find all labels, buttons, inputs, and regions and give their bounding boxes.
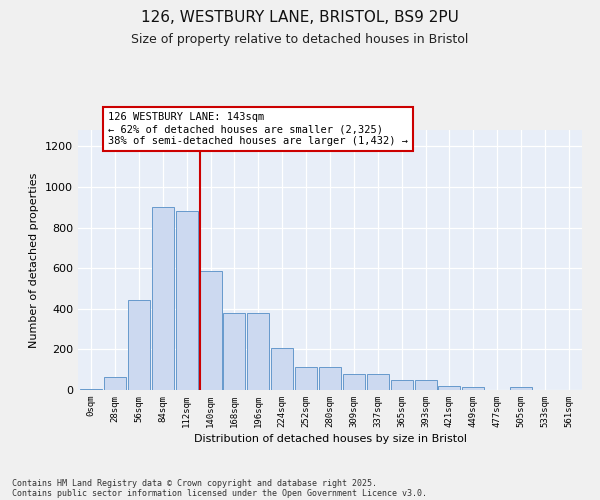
Bar — [223, 313, 245, 390]
Bar — [104, 377, 126, 390]
Bar — [295, 366, 317, 390]
Bar — [391, 380, 413, 390]
Bar — [80, 389, 102, 390]
X-axis label: Distribution of detached houses by size in Bristol: Distribution of detached houses by size … — [193, 434, 467, 444]
Bar — [247, 313, 269, 390]
Bar — [367, 374, 389, 390]
Text: Size of property relative to detached houses in Bristol: Size of property relative to detached ho… — [131, 32, 469, 46]
Bar — [176, 211, 197, 390]
Bar — [319, 366, 341, 390]
Bar — [439, 386, 460, 390]
Bar — [463, 387, 484, 390]
Text: Contains HM Land Registry data © Crown copyright and database right 2025.: Contains HM Land Registry data © Crown c… — [12, 478, 377, 488]
Text: 126, WESTBURY LANE, BRISTOL, BS9 2PU: 126, WESTBURY LANE, BRISTOL, BS9 2PU — [141, 10, 459, 25]
Text: Contains public sector information licensed under the Open Government Licence v3: Contains public sector information licen… — [12, 488, 427, 498]
Bar — [343, 374, 365, 390]
Bar — [415, 380, 437, 390]
Bar — [271, 348, 293, 390]
Bar — [200, 271, 221, 390]
Bar — [152, 207, 174, 390]
Y-axis label: Number of detached properties: Number of detached properties — [29, 172, 40, 348]
Bar — [510, 387, 532, 390]
Text: 126 WESTBURY LANE: 143sqm
← 62% of detached houses are smaller (2,325)
38% of se: 126 WESTBURY LANE: 143sqm ← 62% of detac… — [108, 112, 408, 146]
Bar — [128, 300, 150, 390]
